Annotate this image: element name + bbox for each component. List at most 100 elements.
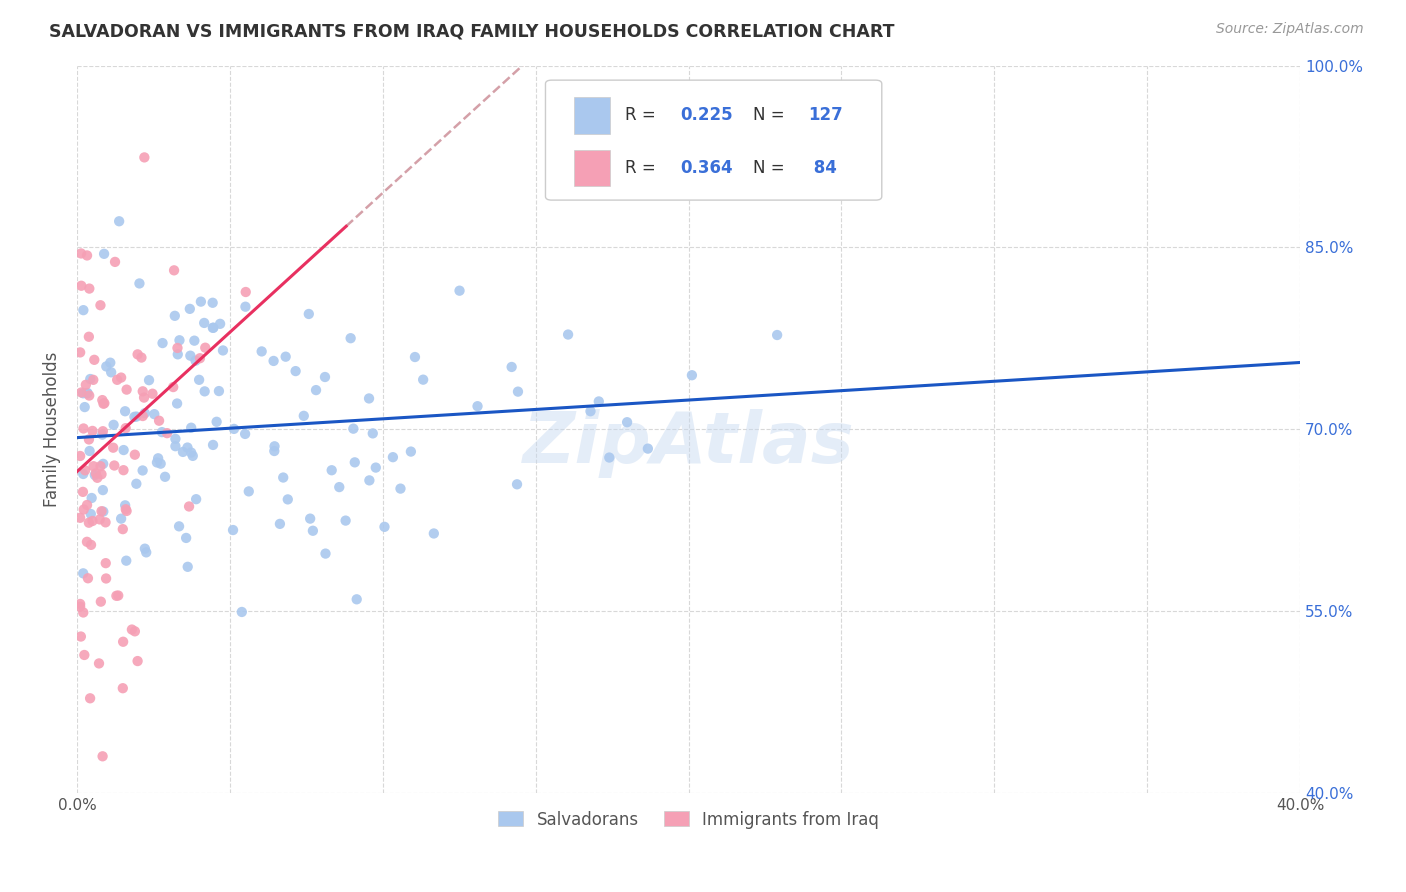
Text: N =: N = [754,106,790,124]
Point [404,350,426,364]
Point [114,502,136,516]
Point [77,433,100,447]
Point [250,344,273,359]
Point [76,534,98,549]
Point [359,474,381,488]
Point [76,386,98,401]
Point [150,425,173,439]
Point [135,545,157,559]
Point [177,500,200,514]
Point [166,341,188,355]
Point [70,278,93,293]
Point [315,547,337,561]
Text: 127: 127 [808,106,844,124]
Point [94,556,117,570]
Point [101,441,124,455]
Point [83,459,105,474]
Point [103,458,125,473]
Point [616,415,638,429]
Point [188,373,211,387]
Point [131,351,153,365]
Point [132,409,155,423]
Point [298,307,321,321]
Point [82,514,104,528]
Point [166,396,188,410]
Point [73,502,96,516]
Point [343,455,366,469]
Point [165,439,187,453]
Point [79,444,101,458]
Point [188,351,211,366]
Point [89,512,111,526]
Point [292,409,315,423]
Point [128,277,150,291]
Text: SALVADORAN VS IMMIGRANTS FROM IRAQ FAMILY HOUSEHOLDS CORRELATION CHART: SALVADORAN VS IMMIGRANTS FROM IRAQ FAMIL… [49,22,894,40]
Text: 0.364: 0.364 [681,160,733,178]
Point [80,491,103,505]
Point [381,450,404,465]
Point [131,463,153,477]
Text: ZipAtlas: ZipAtlas [523,409,855,478]
Point [111,681,134,696]
Point [108,214,131,228]
Point [105,589,128,603]
Point [176,441,198,455]
Point [299,511,322,525]
Point [93,397,115,411]
Point [271,470,294,484]
Point [91,427,114,442]
Point [69,510,91,524]
Point [124,448,146,462]
Point [76,386,98,401]
FancyBboxPatch shape [574,150,610,186]
Point [69,599,91,614]
Point [233,426,256,441]
Point [72,303,94,318]
Point [766,328,789,343]
Point [89,298,111,312]
Point [180,445,202,459]
Point [588,394,610,409]
Point [146,455,169,469]
Point [115,383,138,397]
Point [73,648,96,662]
Point [305,383,328,397]
Point [127,347,149,361]
Point [177,559,200,574]
Point [179,349,201,363]
Point [76,498,98,512]
Point [339,331,361,345]
Point [91,505,114,519]
Point [91,483,114,497]
Point [346,592,368,607]
Point [163,309,186,323]
Point [112,443,135,458]
Point [506,477,529,491]
Point [72,484,94,499]
Point [115,504,138,518]
Point [125,409,148,424]
Point [132,384,155,399]
Point [79,282,101,296]
Point [202,320,225,334]
Point [83,468,105,483]
Point [79,372,101,386]
Point [114,421,136,435]
Point [212,343,235,358]
Point [183,334,205,348]
Point [222,422,245,436]
Point [124,624,146,639]
Point [423,526,446,541]
Point [115,554,138,568]
Point [364,460,387,475]
Point [103,417,125,432]
Point [105,373,128,387]
Point [148,414,170,428]
Point [579,404,602,418]
Point [121,623,143,637]
Point [399,444,422,458]
Point [89,459,111,474]
Text: 0.225: 0.225 [681,106,733,124]
Point [194,384,217,399]
Text: N =: N = [754,160,790,178]
